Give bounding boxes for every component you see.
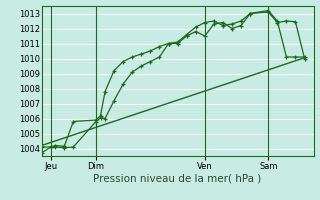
X-axis label: Pression niveau de la mer( hPa ): Pression niveau de la mer( hPa ) [93, 173, 262, 183]
